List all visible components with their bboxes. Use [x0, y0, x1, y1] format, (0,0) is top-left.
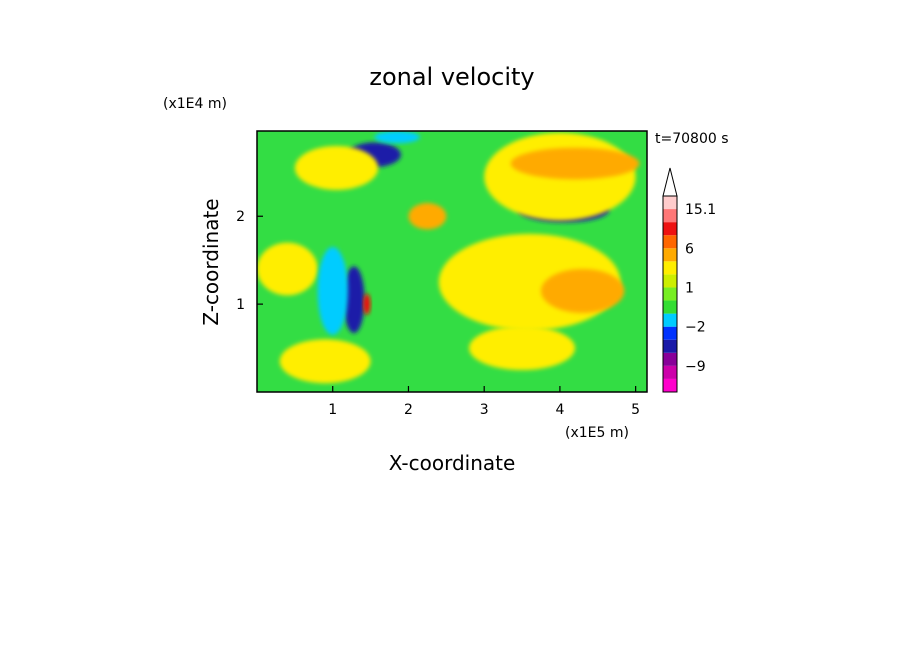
- contour-feature-positive-mid: [408, 203, 447, 230]
- colorbar-band: [663, 313, 677, 327]
- chart-title: zonal velocity: [369, 63, 534, 91]
- y-axis-label: Z-coordinate: [199, 198, 223, 325]
- contour-feature-positive-weak: [279, 339, 371, 384]
- plot-frame: [256, 130, 648, 393]
- contour-feature-negative-strong: [343, 266, 365, 334]
- y-axis-unit: (x1E4 m): [163, 96, 227, 112]
- colorbar-band: [663, 287, 677, 301]
- contour-feature-positive-strong: [363, 293, 371, 315]
- colorbar-band: [663, 196, 677, 210]
- contour-feature-positive-weak: [469, 326, 576, 371]
- colorbar-tick-label: 15.1: [685, 202, 716, 218]
- x-tick-label: 5: [631, 402, 640, 418]
- colorbar-band: [663, 352, 677, 366]
- contour-feature-positive-weak: [294, 145, 379, 190]
- colorbar-tick-label: 6: [685, 241, 694, 257]
- contour-field: [257, 131, 640, 384]
- x-tick-label: 3: [480, 402, 489, 418]
- colorbar-band: [663, 274, 677, 288]
- contour-feature-positive-mid: [510, 147, 640, 180]
- x-axis-ticks: 1 2 3 4 5: [328, 386, 640, 418]
- colorbar-band: [663, 365, 677, 379]
- contour-feature-negative-weak: [317, 247, 348, 335]
- colorbar-tick-label: −9: [685, 359, 706, 375]
- colorbar-band: [663, 339, 677, 353]
- contour-feature-negative-weak: [374, 131, 420, 144]
- colorbar-band: [663, 235, 677, 249]
- colorbar-tick-label: 1: [685, 280, 694, 296]
- x-tick-label: 2: [404, 402, 413, 418]
- colorbar-band: [663, 248, 677, 262]
- contour-feature-positive-mid: [540, 268, 625, 313]
- contour-feature-positive-weak: [257, 242, 318, 296]
- colorbar-frame: [662, 195, 678, 393]
- colorbar-extend-arrow: [662, 167, 678, 197]
- colorbar-band: [663, 209, 677, 223]
- x-tick-label: 1: [328, 402, 337, 418]
- x-tick-label: 4: [555, 402, 564, 418]
- y-axis-ticks: 12: [236, 209, 263, 313]
- colorbar-band: [663, 326, 677, 340]
- colorbar-band: [663, 222, 677, 236]
- x-axis-label: X-coordinate: [389, 451, 516, 475]
- y-tick-label: 1: [236, 297, 245, 313]
- colorbar-band: [663, 378, 677, 392]
- colorbar-band: [663, 261, 677, 275]
- colorbar: 15.1 6 1 −2 −9: [662, 167, 716, 393]
- colorbar-band: [663, 300, 677, 314]
- colorbar-tick-label: −2: [685, 320, 706, 336]
- time-label: t=70800 s: [655, 131, 729, 147]
- y-tick-label: 2: [236, 209, 245, 225]
- x-axis-unit: (x1E5 m): [565, 425, 629, 441]
